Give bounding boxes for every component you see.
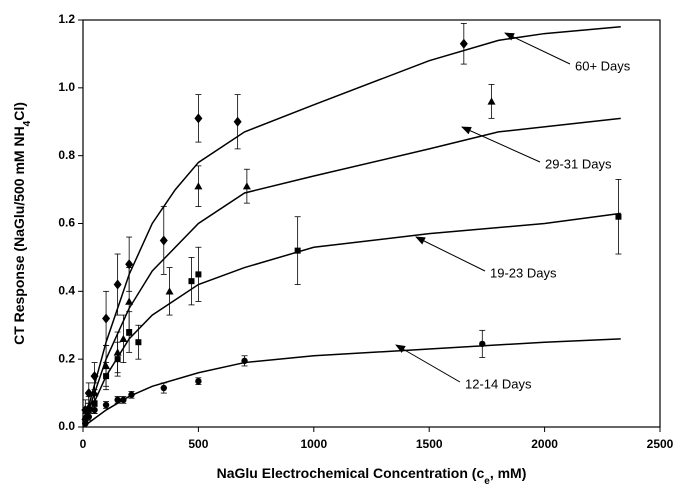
marker xyxy=(91,400,98,407)
x-tick-label: 1500 xyxy=(416,437,443,451)
series-label: 60+ Days xyxy=(575,58,631,73)
marker xyxy=(119,334,128,343)
y-tick-label: 0.2 xyxy=(58,351,75,365)
y-tick-label: 1.0 xyxy=(58,80,75,94)
y-axis-title-part: Cl) xyxy=(11,102,27,121)
marker xyxy=(103,373,110,380)
marker xyxy=(91,406,98,414)
x-axis-title: NaGlu Electrochemical Concentration (ce,… xyxy=(217,465,527,485)
x-axis-title-part: NaGlu Electrochemical Concentration (c xyxy=(217,465,485,481)
marker xyxy=(125,259,134,270)
marker xyxy=(188,278,195,285)
marker xyxy=(160,384,167,392)
marker xyxy=(125,297,134,305)
x-tick-label: 1000 xyxy=(300,437,327,451)
series-label: 29-31 Days xyxy=(545,156,612,171)
marker xyxy=(487,97,496,105)
marker xyxy=(242,182,251,190)
annotation-arrow xyxy=(504,32,571,65)
marker xyxy=(165,287,174,295)
marker xyxy=(194,113,203,124)
marker xyxy=(615,213,622,220)
marker xyxy=(459,38,468,49)
x-tick-label: 2000 xyxy=(531,437,558,451)
marker xyxy=(85,407,92,414)
marker xyxy=(194,182,203,190)
x-tick-label: 500 xyxy=(188,437,208,451)
y-tick-label: 1.2 xyxy=(58,12,75,26)
marker xyxy=(114,396,121,404)
annotation-arrow xyxy=(415,236,486,272)
y-axis-title-part: 4 xyxy=(22,120,33,126)
y-axis-title-part: CT Response (NaGlu/500 mM NH xyxy=(11,126,27,345)
marker xyxy=(479,340,486,348)
series-label: 12-14 Days xyxy=(465,376,532,391)
marker xyxy=(84,388,93,399)
y-tick-label: 0.8 xyxy=(58,148,75,162)
y-tick-label: 0.0 xyxy=(58,419,75,433)
annotation-arrow xyxy=(461,126,541,163)
plot-frame xyxy=(82,19,661,428)
marker xyxy=(195,271,202,278)
x-tick-label: 0 xyxy=(80,437,87,451)
x-axis-title-part: e xyxy=(484,476,490,485)
marker xyxy=(128,391,135,398)
x-axis-title-part: , mM) xyxy=(490,465,527,481)
marker xyxy=(195,378,202,385)
marker xyxy=(294,247,301,254)
marker xyxy=(90,371,99,382)
marker xyxy=(113,279,122,290)
marker xyxy=(102,313,111,324)
annotation-arrow xyxy=(395,344,461,383)
marker xyxy=(102,401,110,409)
marker xyxy=(135,339,142,346)
marker xyxy=(126,329,133,336)
marker xyxy=(159,235,168,246)
series-label: 19-23 Days xyxy=(490,265,557,280)
marker xyxy=(233,116,242,127)
y-tick-label: 0.4 xyxy=(58,284,75,298)
y-tick-label: 0.6 xyxy=(58,216,75,230)
x-tick-label: 2500 xyxy=(647,437,674,451)
marker xyxy=(82,420,89,427)
marker xyxy=(120,396,127,404)
marker xyxy=(114,356,121,363)
marker xyxy=(85,413,92,421)
marker xyxy=(241,357,248,365)
y-axis-title: CT Response (NaGlu/500 mM NH4Cl) xyxy=(11,102,33,345)
